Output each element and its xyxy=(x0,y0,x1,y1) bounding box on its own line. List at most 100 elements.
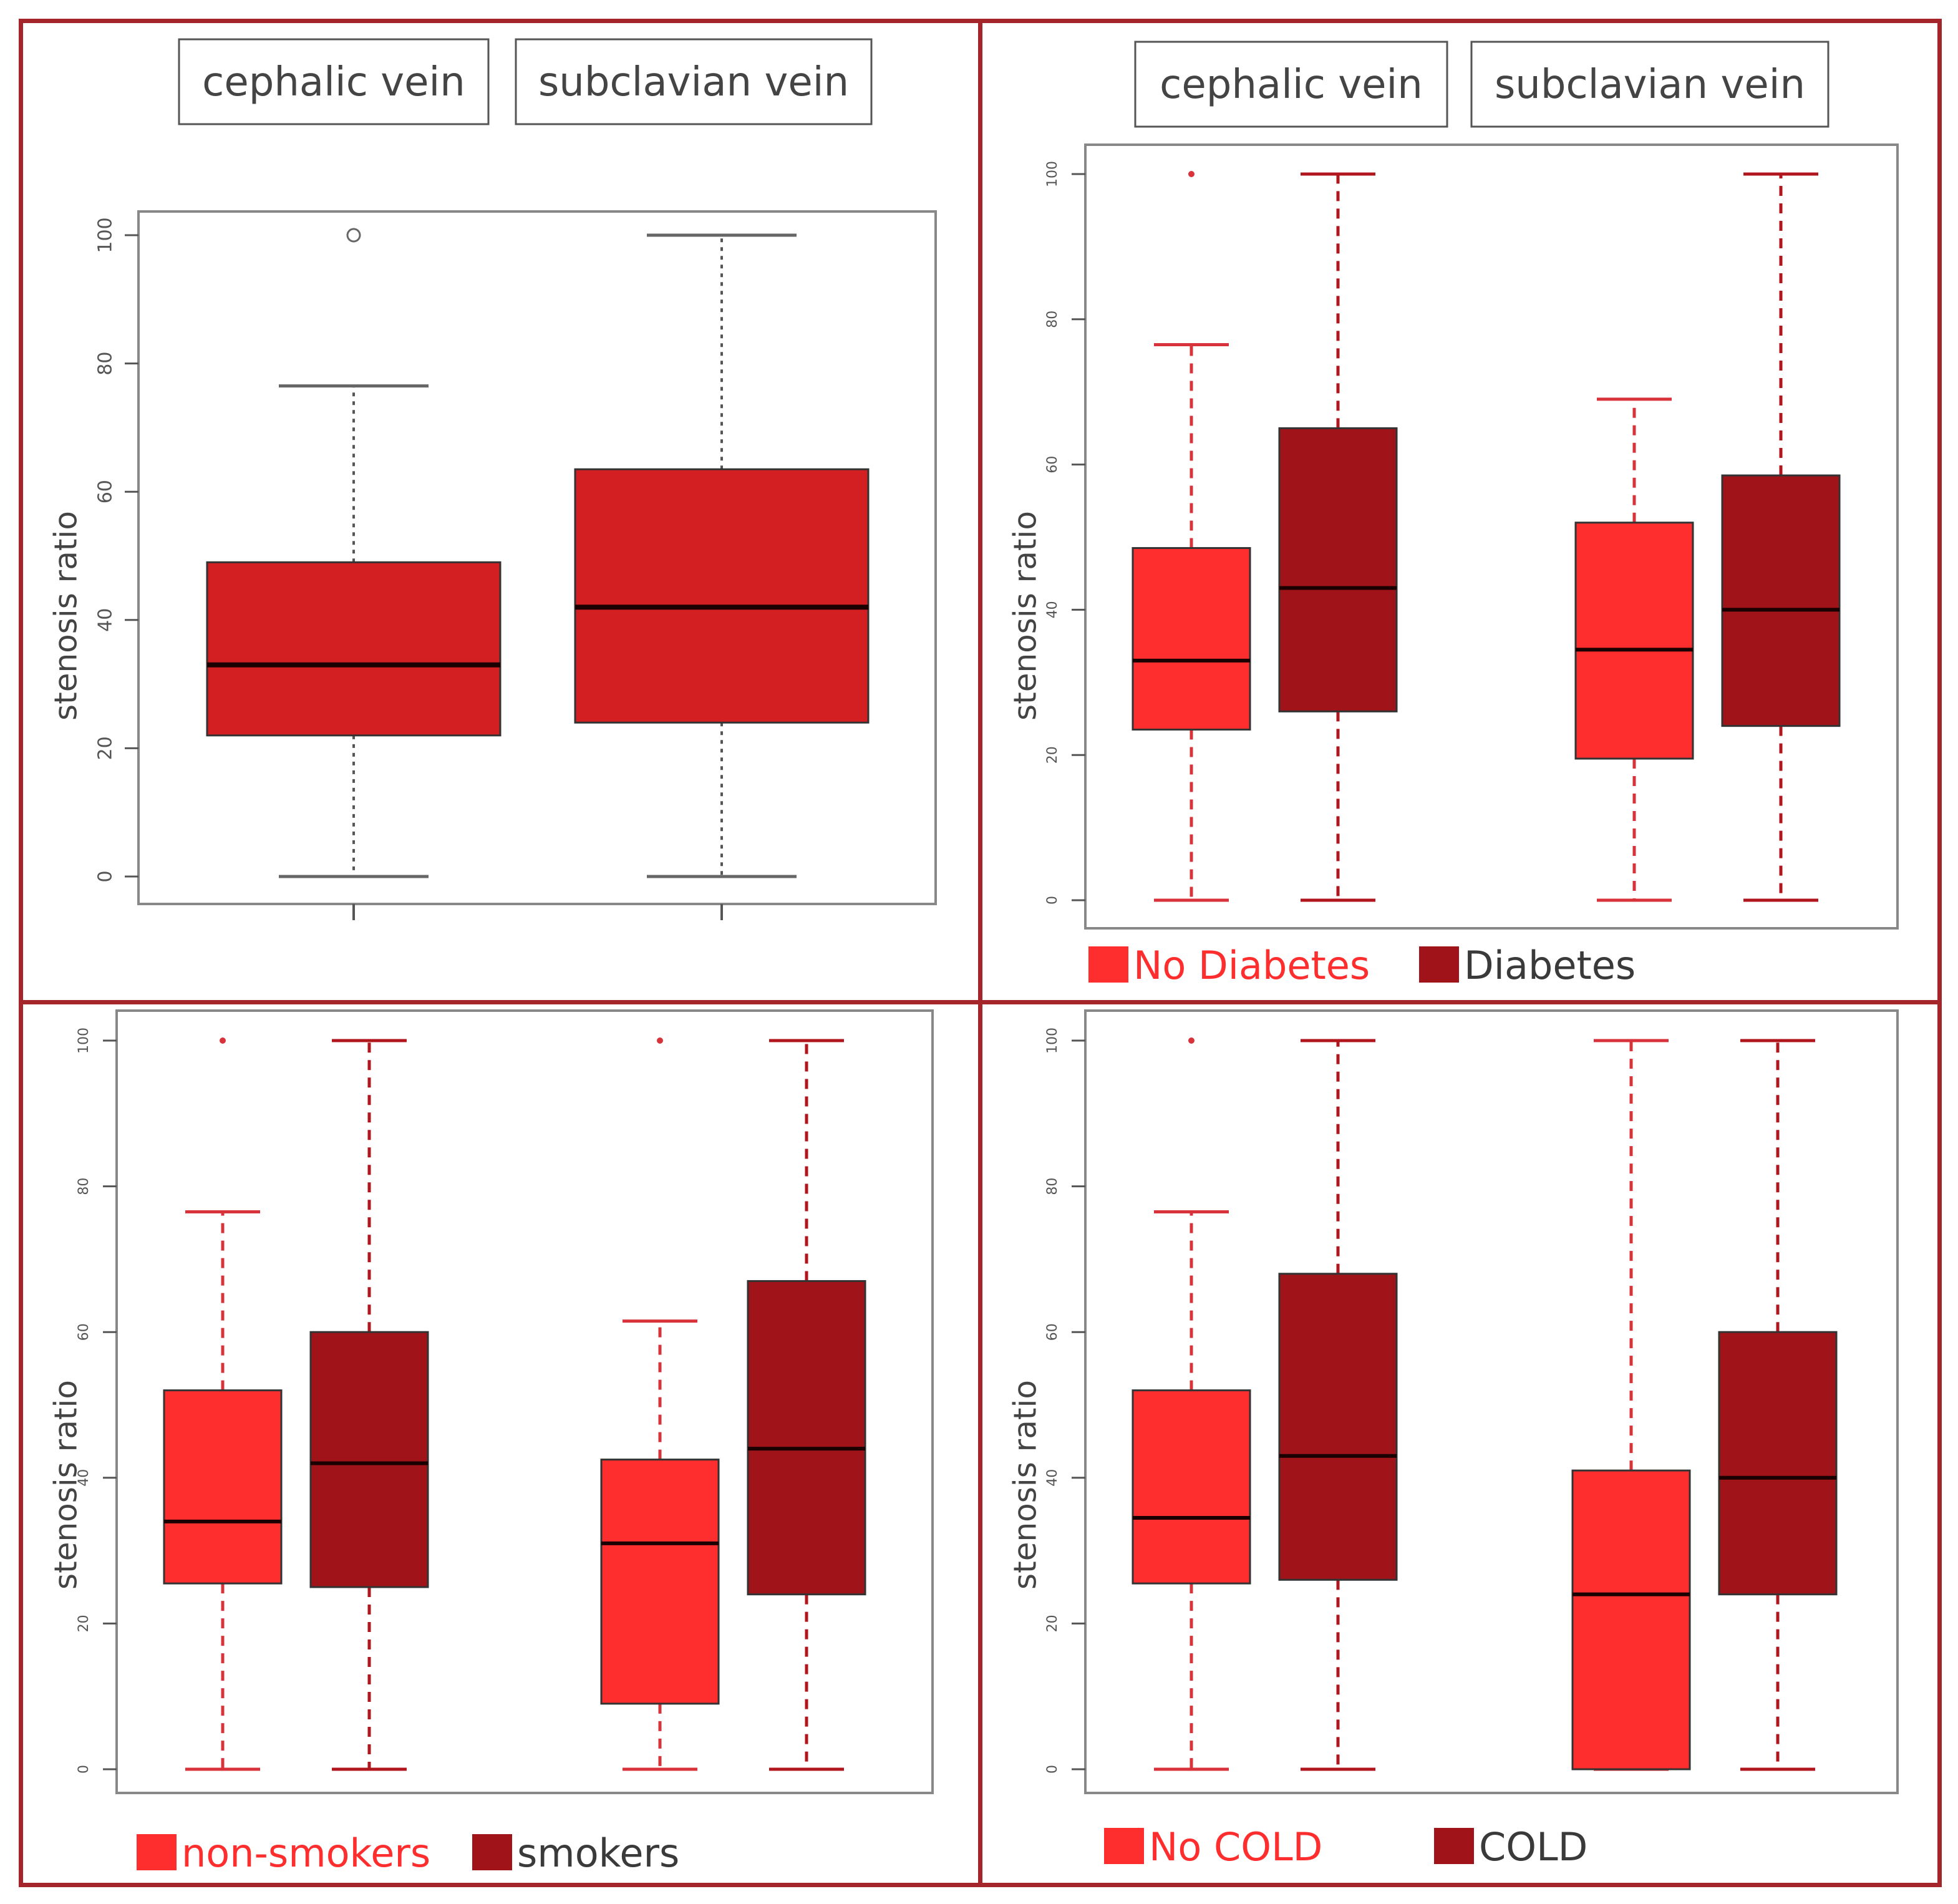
chart-svg: 0 20 40 60 80 100 stenosis ratio non-smokers smo… xyxy=(48,1009,934,1876)
group-cephalic-vein xyxy=(1132,171,1398,902)
plot-frame xyxy=(1084,1009,1899,1794)
iqr-box xyxy=(309,1331,429,1588)
y-tick-label: 0 xyxy=(1045,1765,1060,1774)
panel-smokers: 0 20 40 60 80 100 stenosis ratio non-smokers smo… xyxy=(19,1000,982,1887)
chart-svg: cephalic vein subclavian vein 0 20 40 60 80 100… xyxy=(48,38,937,920)
outlier-point xyxy=(220,1037,226,1044)
header-box xyxy=(515,38,873,125)
group-cephalic-vein xyxy=(163,1037,429,1771)
box-smokers xyxy=(309,1039,429,1771)
chart-svg: 0 20 40 60 80 100 stenosis ratio No COLD COLD xyxy=(1007,1009,1899,1870)
header-label: cephalic vein xyxy=(1160,62,1423,108)
header-box xyxy=(1470,41,1830,128)
y-tick-label: 100 xyxy=(95,217,117,253)
y-tick-label: 100 xyxy=(1045,1027,1060,1054)
legend-swatch xyxy=(1434,1828,1474,1864)
y-tick-label: 0 xyxy=(76,1765,92,1774)
y-tick-label: 20 xyxy=(76,1615,92,1632)
iqr-box xyxy=(1571,1469,1691,1770)
iqr-box xyxy=(574,468,870,724)
box-no-diabetes xyxy=(1132,171,1251,902)
box-non-smokers xyxy=(163,1037,283,1771)
chart-svg: cephalic vein subclavian vein 0 20 40 60 80 100… xyxy=(1007,41,1899,988)
y-tick-label: 20 xyxy=(1045,1615,1060,1632)
legend-swatch xyxy=(472,1834,512,1870)
iqr-box xyxy=(600,1459,720,1705)
header-label: cephalic vein xyxy=(202,59,465,105)
header-label: subclavian vein xyxy=(1495,62,1805,108)
y-axis-label: stenosis ratio xyxy=(1007,1380,1044,1590)
y-axis-label: stenosis ratio xyxy=(48,511,84,721)
group-subclavian-vein xyxy=(1571,1039,1838,1771)
y-tick-label: 80 xyxy=(95,352,117,376)
legend-no-diabetes: No Diabetes xyxy=(1088,943,1370,988)
iqr-box xyxy=(1574,522,1694,760)
legend-smokers: smokers xyxy=(472,1830,679,1876)
header-cephalic-vein: cephalic vein xyxy=(1134,41,1448,128)
y-tick-label: 60 xyxy=(1045,456,1060,474)
legend-label: No COLD xyxy=(1149,1824,1322,1870)
y-tick-label: 60 xyxy=(95,480,117,503)
iqr-box xyxy=(1721,474,1841,727)
iqr-box xyxy=(1132,546,1251,731)
y-tick-label: 100 xyxy=(76,1027,92,1054)
y-tick-label: 20 xyxy=(95,736,117,760)
group-subclavian-vein xyxy=(574,233,870,920)
legend-swatch xyxy=(137,1834,177,1870)
outlier-point xyxy=(1188,171,1195,177)
y-tick-label: 60 xyxy=(76,1323,92,1341)
legend-swatch xyxy=(1088,946,1128,983)
panel-diabetes: cephalic vein subclavian vein 0 20 40 60 80 100… xyxy=(978,19,1942,1004)
legend-swatch xyxy=(1104,1828,1144,1864)
legend-cold: COLD xyxy=(1434,1824,1587,1870)
legend-label: non-smokers xyxy=(182,1830,430,1876)
legend-diabetes: Diabetes xyxy=(1419,943,1636,988)
y-tick-label: 40 xyxy=(76,1469,92,1487)
outlier-point xyxy=(346,228,361,243)
y-tick-label: 40 xyxy=(1045,1469,1060,1487)
panel-cold: 0 20 40 60 80 100 stenosis ratio No COLD COLD xyxy=(978,1000,1942,1887)
panel-overall: cephalic vein subclavian vein 0 20 40 60 80 100… xyxy=(19,19,982,1004)
group-cephalic-vein xyxy=(206,228,502,920)
plot-frame xyxy=(115,1009,934,1794)
legend-label: No Diabetes xyxy=(1133,943,1370,988)
box-smokers xyxy=(747,1039,866,1771)
box-cold xyxy=(1718,1039,1838,1771)
box-non-smokers xyxy=(600,1037,720,1771)
legend-label: Diabetes xyxy=(1464,943,1636,988)
legend-no-cold: No COLD xyxy=(1104,1824,1322,1870)
iqr-box xyxy=(1278,1273,1398,1581)
y-tick-label: 80 xyxy=(1045,311,1060,328)
header-subclavian-vein: subclavian vein xyxy=(515,38,873,125)
group-subclavian-vein xyxy=(600,1037,866,1771)
legend-label: smokers xyxy=(517,1830,679,1876)
box-all xyxy=(574,233,870,920)
outlier-point xyxy=(657,1037,663,1044)
header-cephalic-vein: cephalic vein xyxy=(178,38,490,125)
y-axis-label: stenosis ratio xyxy=(1007,511,1044,721)
iqr-box xyxy=(747,1280,866,1596)
iqr-box xyxy=(163,1389,283,1585)
box-no-cold xyxy=(1571,1039,1691,1771)
iqr-box xyxy=(1132,1389,1251,1585)
box-no-cold xyxy=(1132,1037,1251,1771)
header-box xyxy=(1134,41,1448,128)
y-tick-label: 0 xyxy=(1045,896,1060,905)
group-subclavian-vein xyxy=(1574,172,1841,902)
y-tick-label: 40 xyxy=(1045,601,1060,618)
y-tick-label: 80 xyxy=(76,1178,92,1195)
legend-label: COLD xyxy=(1479,1824,1587,1870)
y-tick-label: 40 xyxy=(95,608,117,632)
header-box xyxy=(178,38,490,125)
group-cephalic-vein xyxy=(1132,1037,1398,1771)
y-tick-label: 0 xyxy=(95,870,117,882)
box-diabetes xyxy=(1278,172,1398,902)
box-all xyxy=(206,228,502,920)
box-no-diabetes xyxy=(1574,397,1694,902)
y-tick-label: 100 xyxy=(1045,161,1060,187)
outlier-point xyxy=(1188,1037,1195,1044)
y-tick-label: 80 xyxy=(1045,1178,1060,1195)
iqr-box xyxy=(206,561,502,737)
header-label: subclavian vein xyxy=(538,59,849,105)
